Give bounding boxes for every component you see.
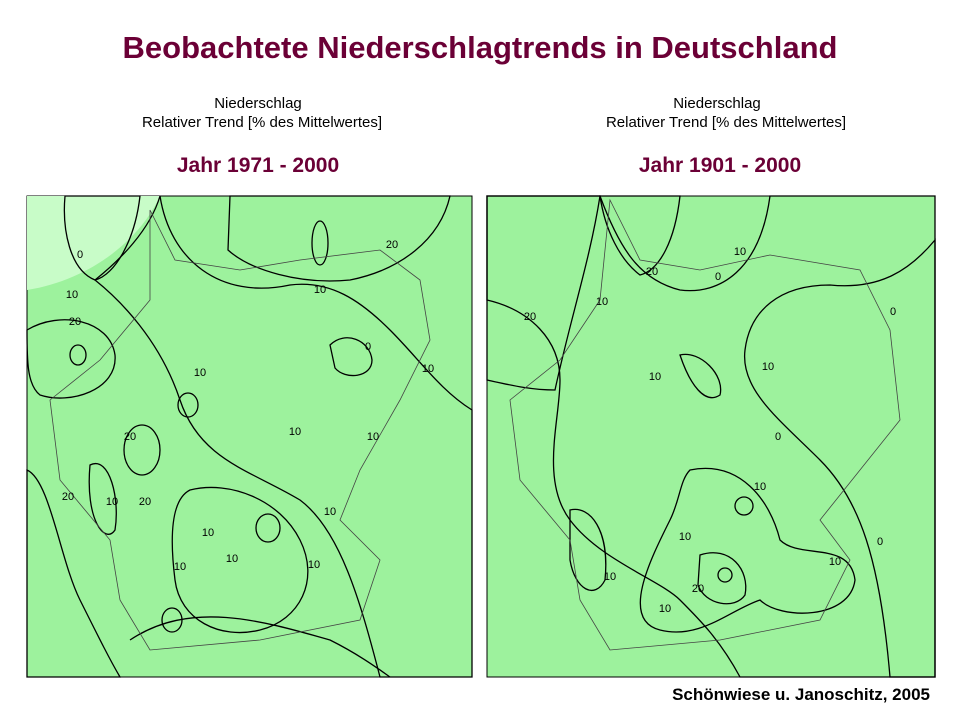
map-panel: Niederschlag Relativer Trend [% des Mitt… <box>26 95 473 678</box>
contour-label: 10 <box>289 426 301 438</box>
contour-label: 20 <box>139 496 151 508</box>
contour-label: 10 <box>314 284 326 296</box>
contour-label: 10 <box>659 603 671 615</box>
contour-label: 20 <box>124 431 136 443</box>
contour-label: 10 <box>762 361 774 373</box>
contour-label: 0 <box>365 341 371 353</box>
map-header: Niederschlag <box>673 95 761 112</box>
contour-label: 10 <box>308 559 320 571</box>
map <box>486 195 936 678</box>
map-period: Jahr 1971 - 2000 <box>177 154 339 177</box>
contour-label: 10 <box>226 553 238 565</box>
contour-label: 10 <box>202 527 214 539</box>
contour-label: 0 <box>890 306 896 318</box>
map-period: Jahr 1901 - 2000 <box>639 154 801 177</box>
contour-label: 10 <box>66 289 78 301</box>
map-header: Relativer Trend [% des Mittelwertes] <box>142 114 382 131</box>
map-header: Niederschlag <box>214 95 302 112</box>
slide-title: Beobachtete Niederschlagtrends in Deutsc… <box>123 30 838 65</box>
contour-label: 0 <box>77 249 83 261</box>
contour-label: 10 <box>734 246 746 258</box>
contour-label: 10 <box>106 496 118 508</box>
contour-label: 10 <box>649 371 661 383</box>
contour-label: 10 <box>829 556 841 568</box>
map <box>26 195 473 678</box>
contour-label: 10 <box>604 571 616 583</box>
contour-label: 20 <box>646 266 658 278</box>
contour-label: 20 <box>386 239 398 251</box>
contour-label: 20 <box>69 316 81 328</box>
contour-label: 10 <box>194 367 206 379</box>
contour-label: 10 <box>422 363 434 375</box>
contour-label: 20 <box>524 311 536 323</box>
map-panel: Niederschlag Relativer Trend [% des Mitt… <box>486 95 936 678</box>
contour-label: 20 <box>62 491 74 503</box>
contour-label: 0 <box>877 536 883 548</box>
contour-label: 10 <box>596 296 608 308</box>
contour-label: 20 <box>692 583 704 595</box>
contour-label: 0 <box>775 431 781 443</box>
map-header: Relativer Trend [% des Mittelwertes] <box>606 114 846 131</box>
contour-label: 10 <box>174 561 186 573</box>
contour-label: 10 <box>679 531 691 543</box>
contour-label: 0 <box>715 271 721 283</box>
contour-label: 10 <box>367 431 379 443</box>
source: Schönwiese u. Janoschitz, 2005 <box>672 685 930 704</box>
contour-label: 10 <box>754 481 766 493</box>
contour-label: 10 <box>324 506 336 518</box>
